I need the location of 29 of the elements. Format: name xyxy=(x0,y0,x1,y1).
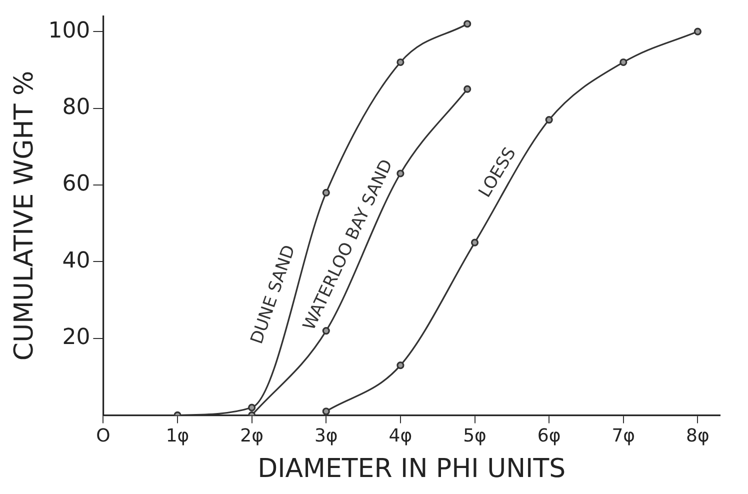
point xyxy=(396,58,404,66)
x-tick-label: O xyxy=(96,426,110,447)
y-tick-label: 40 xyxy=(62,248,90,274)
point xyxy=(322,408,330,416)
x-tick-label: 2φ xyxy=(240,426,264,447)
point xyxy=(545,116,553,124)
point xyxy=(620,58,628,66)
x-tick-label: 7φ xyxy=(612,426,636,447)
point xyxy=(322,188,330,196)
x-tick-label: 5φ xyxy=(463,426,486,447)
x-tick-label: 6φ xyxy=(537,426,561,447)
point xyxy=(694,28,702,36)
text: DUNE SAND xyxy=(247,242,300,347)
x-tick-label: 1φ xyxy=(166,426,190,447)
y-tick-label: 20 xyxy=(62,325,90,350)
x-tick-label: 4φ xyxy=(388,426,412,447)
point xyxy=(470,238,479,246)
point xyxy=(464,85,472,93)
point xyxy=(248,404,256,412)
point xyxy=(396,362,404,370)
y-tick-label: 80 xyxy=(62,94,90,120)
point xyxy=(396,170,404,178)
y-axis-title: CUMULATIVE WGHT % xyxy=(9,70,40,361)
y-tick-label: 100 xyxy=(48,18,90,44)
y-tick-label: 60 xyxy=(62,172,90,197)
x-tick-label: 8φ xyxy=(686,426,710,447)
x-tick-label: 3φ xyxy=(314,426,338,447)
x-axis-title: DIAMETER IN PHI UNITS xyxy=(258,454,566,484)
point xyxy=(464,20,472,28)
